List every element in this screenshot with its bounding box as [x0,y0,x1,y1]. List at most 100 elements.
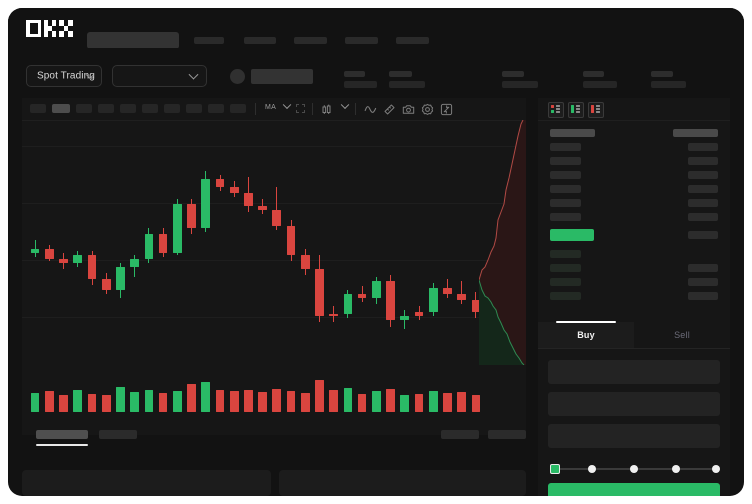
order-total-field[interactable] [548,424,720,448]
candle-wick [34,240,36,257]
candle-body [457,293,467,300]
orderbook-ask-size [688,213,718,221]
candle-body [286,226,296,255]
chart-tab-right-1[interactable] [441,430,479,439]
chart-bottom-tabs [22,426,526,446]
drawing-tools-icon[interactable] [383,103,396,116]
candle-body [244,193,253,206]
timeframe-button-9[interactable] [208,104,224,113]
bottom-panel-left[interactable] [22,470,271,496]
slider-handle[interactable] [550,464,560,474]
orderbook-ask-size [688,157,718,165]
candle-wick [461,281,463,304]
tab-buy[interactable]: Buy [538,321,634,348]
candle-body [44,248,54,259]
slider-step-dot[interactable] [712,465,720,473]
app-window: Spot Trading [8,8,744,496]
orderbook-bid-row[interactable] [550,250,581,258]
camera-icon[interactable] [402,103,415,116]
volume-bar [59,395,68,412]
orderbook-ask-size [688,185,718,193]
order-price-field[interactable] [548,360,720,384]
slider-step-dot[interactable] [672,465,680,473]
timeframe-button-1[interactable] [30,104,46,113]
timeframe-button-10[interactable] [230,104,246,113]
timeframe-button-7[interactable] [164,104,180,113]
nav-item-4[interactable] [345,37,378,44]
orderbook-layout-asks-icon[interactable] [588,102,604,118]
order-amount-slider[interactable] [550,463,720,475]
chart-tab-2[interactable] [99,430,137,439]
nav-item-3[interactable] [294,37,327,44]
orderbook-ask-row[interactable] [550,185,581,193]
candle-body [471,299,481,313]
volume-bar [172,391,182,412]
indicator-label[interactable]: MA [265,104,277,111]
fullscreen-icon[interactable] [440,103,453,116]
toolbar-divider [255,103,256,115]
timeframe-button-3[interactable] [76,104,92,113]
orderbook-ask-row[interactable] [550,157,581,165]
orderbook-layout-both-icon[interactable] [548,102,564,118]
candlestick-plot[interactable] [22,120,526,365]
nav-item-5[interactable] [396,37,429,44]
chevron-down-icon[interactable] [340,100,350,110]
timeframe-button-5[interactable] [120,104,136,113]
candle-body [116,267,125,290]
tab-sell[interactable]: Sell [634,322,730,348]
okx-logo[interactable] [26,20,78,37]
candle-body [73,254,83,263]
orderbook-layout-bids-icon[interactable] [568,102,584,118]
timeframe-button-4[interactable] [98,104,114,113]
trading-pair-selector[interactable] [112,65,207,87]
orderbook-ask-size [688,171,718,179]
volume-bar [116,387,125,412]
toolbar-divider [312,103,313,115]
candle-body [400,316,410,321]
candle-body [172,203,182,253]
nav-item-1[interactable] [194,37,224,44]
nav-item-2[interactable] [244,37,276,44]
timeframe-button-6[interactable] [142,104,158,113]
orderbook-ask-row[interactable] [550,199,581,207]
candle-body [315,269,324,317]
search-input[interactable] [87,32,179,49]
candle-body [357,293,367,298]
candle-body [59,258,68,263]
candle-body [258,205,267,210]
volume-bar [229,391,239,412]
orderbook-ask-row[interactable] [550,143,581,151]
orderbook-depth-overlay [479,120,526,365]
orderbook-bid-row[interactable] [550,292,581,300]
settings-gear-icon[interactable] [421,103,434,116]
orderbook-bid-row[interactable] [550,278,581,286]
chevron-down-icon [188,69,199,80]
bottom-panel-right[interactable] [279,470,526,496]
indicators-icon[interactable] [364,103,377,116]
orderbook-bid-row[interactable] [550,264,581,272]
chart-tab-1[interactable] [36,430,88,439]
candle-body [144,234,154,259]
volume-histogram [22,370,526,420]
volume-bar [414,393,424,412]
chart-tab-right-2[interactable] [488,430,526,439]
market-type-selector[interactable]: Spot Trading [26,65,102,87]
place-buy-order-button[interactable] [548,483,720,496]
orderbook-column-header-size [673,129,718,137]
gridline [22,203,526,204]
slider-step-dot[interactable] [588,465,596,473]
candle-body [87,254,97,280]
chevron-down-icon[interactable] [282,100,292,110]
order-amount-field[interactable] [548,392,720,416]
timeframe-button-8[interactable] [186,104,202,113]
candle-body [300,254,310,270]
active-tab-indicator [36,444,88,446]
chart-type-candles-icon[interactable] [320,103,333,116]
indicator-settings-icon[interactable] [296,104,305,113]
slider-step-dot[interactable] [630,465,638,473]
orderbook-ask-row[interactable] [550,213,581,221]
orderbook-ask-row[interactable] [550,171,581,179]
candle-body [229,187,239,194]
volume-bar [201,381,211,412]
timeframe-button-2[interactable] [52,104,70,113]
